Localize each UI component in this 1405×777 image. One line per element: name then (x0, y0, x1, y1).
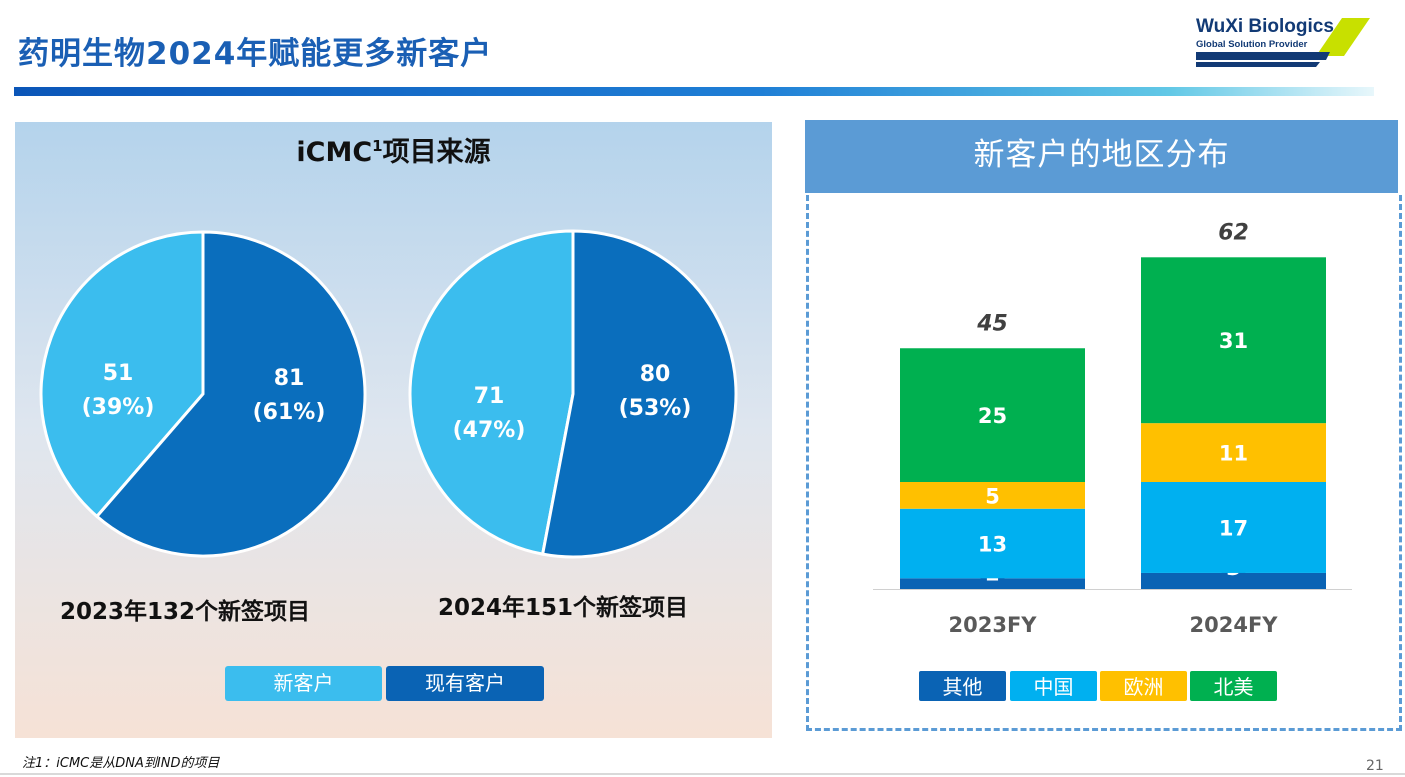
bar-2024FY-欧洲 (1141, 423, 1326, 482)
pie-0-label-pct: (39%) (82, 395, 155, 420)
pie-1-label-pct: (53%) (619, 396, 692, 421)
page-title: 药明生物2024年赋能更多新客户 (18, 36, 493, 72)
footnote: 注1：iCMC是从DNA到IND的项目 (22, 756, 220, 771)
logo-name: WuXi Biologics (1196, 16, 1334, 37)
bar-data-label: 17 (1219, 516, 1248, 540)
pie-2023-caption: 2023年132个新签项目 (60, 599, 311, 625)
bar-2023FY-欧洲 (900, 482, 1085, 509)
logo-tagline: Global Solution Provider (1196, 39, 1308, 50)
bar-total-label: 62 (1218, 220, 1249, 245)
pie-1-label-value: 80 (640, 362, 671, 387)
bottom-divider (0, 773, 1405, 775)
page-number: 21 (1366, 758, 1384, 774)
bar-legend-label: 北美 (1214, 675, 1254, 699)
bar-legend-label: 其他 (943, 675, 983, 699)
bar-2023FY-中国 (900, 508, 1085, 579)
bar-data-label: 25 (978, 404, 1007, 428)
icmc-panel-title: iCMC1项目来源 (296, 137, 491, 168)
bar-legend-label: 中国 (1034, 675, 1074, 699)
bar-2024FY-中国 (1141, 482, 1326, 573)
pie-1-slice-new-client (408, 229, 575, 556)
bar-total-label: 45 (976, 311, 1008, 336)
pie-0-label-value: 51 (103, 361, 134, 386)
pie-1-slice-existing-client (540, 229, 738, 559)
pie-0-label-pct: (61%) (253, 400, 326, 425)
region-panel (806, 195, 1402, 731)
pie-0-label-value: 81 (274, 366, 305, 391)
bar-legend-中国 (1010, 671, 1097, 701)
pie-0-slice-new-client (39, 230, 205, 519)
bar-data-label: 13 (978, 533, 1007, 557)
bar-data-label: 11 (1219, 442, 1248, 466)
bar-category-label: 2023FY (949, 613, 1038, 637)
bar-legend-欧洲 (1100, 671, 1187, 701)
wuxi-biologics-logo: WuXi Biologics Global Solution Provider (1192, 14, 1374, 70)
bar-2023FY-北美 (900, 348, 1085, 482)
bar-category-label: 2024FY (1190, 613, 1279, 637)
bar-legend-其他 (919, 671, 1006, 701)
legend-existing-client: 现有客户 (386, 666, 544, 701)
bar-data-label: 31 (1219, 329, 1248, 353)
pie-2024-caption: 2024年151个新签项目 (438, 595, 689, 621)
region-panel-title: 新客户的地区分布 (805, 120, 1398, 193)
title-underline (14, 87, 1374, 96)
pie-1-label-pct: (47%) (453, 418, 526, 443)
pie-0-slice-existing-client (94, 230, 367, 558)
pie-1-label-value: 71 (474, 384, 505, 409)
bar-data-label: 5 (985, 484, 1000, 508)
bar-2024FY-北美 (1141, 257, 1326, 424)
legend-new-client: 新客户 (225, 666, 382, 701)
bar-legend-北美 (1190, 671, 1277, 701)
bar-legend-label: 欧洲 (1124, 675, 1164, 699)
